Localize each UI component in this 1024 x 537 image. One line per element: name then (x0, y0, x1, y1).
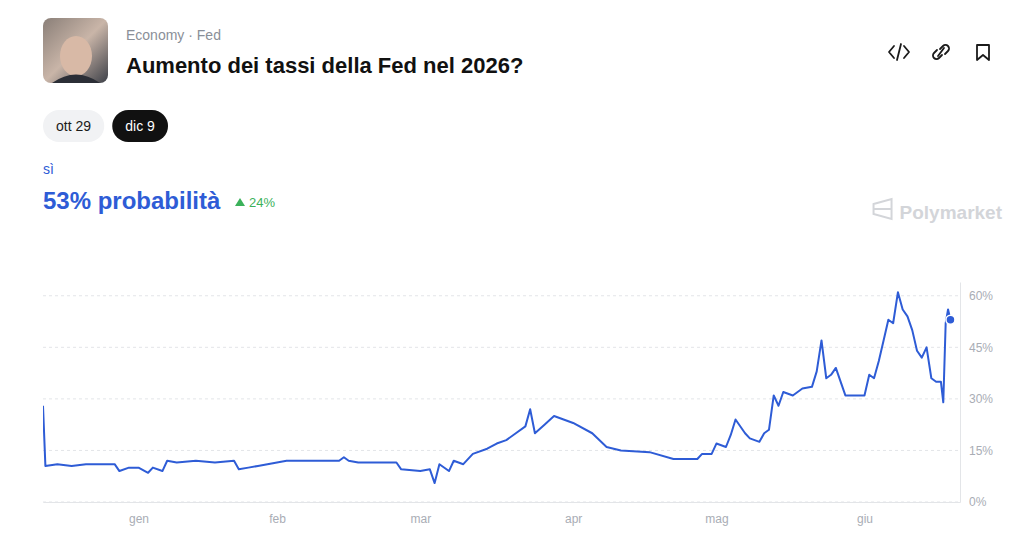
grid-line (43, 398, 960, 399)
change: 24% (249, 195, 275, 210)
watermark: Polymarket (900, 202, 1003, 223)
probability: 53% probabilità (43, 187, 221, 214)
y-tick: 15% (960, 444, 993, 458)
y-tick: 45% (960, 341, 993, 355)
toolbar (889, 44, 989, 60)
x-tick-label: giu (857, 512, 873, 526)
y-tick-label: 45% (969, 341, 993, 355)
title: Aumento dei tassi della Fed nel 2026? (126, 53, 523, 78)
x-tick-label: mag (705, 512, 728, 526)
bookmark-icon[interactable] (977, 45, 989, 60)
watermark-logo (874, 199, 892, 219)
y-axis: 0% 15% 30% 45% 60% (960, 283, 993, 510)
x-tick-label: gen (129, 512, 149, 526)
x-tick: gen (129, 502, 149, 526)
x-tick: mag (705, 502, 728, 526)
tab-label[interactable]: ott 29 (56, 118, 91, 134)
avatar-image (43, 18, 108, 83)
grid (43, 296, 960, 502)
tab-label[interactable]: dic 9 (125, 118, 155, 134)
link-icon[interactable] (933, 45, 949, 59)
x-tick: feb (269, 502, 286, 526)
tab[interactable]: ott 29 (43, 110, 104, 142)
grid-line (43, 295, 960, 296)
x-tick-label: apr (565, 512, 582, 526)
y-tick: 0% (960, 495, 987, 509)
breadcrumb: Economy · Fed (126, 27, 221, 43)
x-axis-line (44, 502, 961, 503)
x-tick-label: feb (269, 512, 286, 526)
plot-area (43, 292, 955, 483)
y-tick: 60% (960, 289, 993, 303)
y-tick-label: 30% (969, 392, 993, 406)
x-tick: mar (410, 502, 431, 526)
x-tick: giu (857, 502, 873, 526)
avatar-suit (52, 75, 100, 84)
y-tick-label: 15% (969, 444, 993, 458)
avatar (43, 18, 108, 83)
grid-line (43, 450, 960, 451)
end-marker (946, 315, 955, 324)
grid-line (43, 502, 960, 503)
y-tick: 30% (960, 392, 993, 406)
y-axis-line (960, 283, 961, 503)
avatar-face (60, 36, 92, 76)
x-tick: apr (565, 502, 582, 526)
page: Economy · Fed Aumento dei tassi della Fed… (0, 0, 1024, 537)
y-tick-label: 60% (969, 289, 993, 303)
x-axis: gen feb mar apr mag giu (44, 502, 961, 526)
x-tick-label: mar (410, 512, 431, 526)
tab-background[interactable] (43, 110, 104, 142)
tab[interactable]: dic 9 (112, 110, 168, 142)
y-tick-label: 0% (969, 495, 987, 509)
series-name: sì (43, 161, 54, 177)
embed-icon[interactable] (889, 44, 909, 60)
series-line (43, 292, 950, 483)
change-arrow (235, 198, 245, 206)
tab-background[interactable] (112, 110, 168, 142)
